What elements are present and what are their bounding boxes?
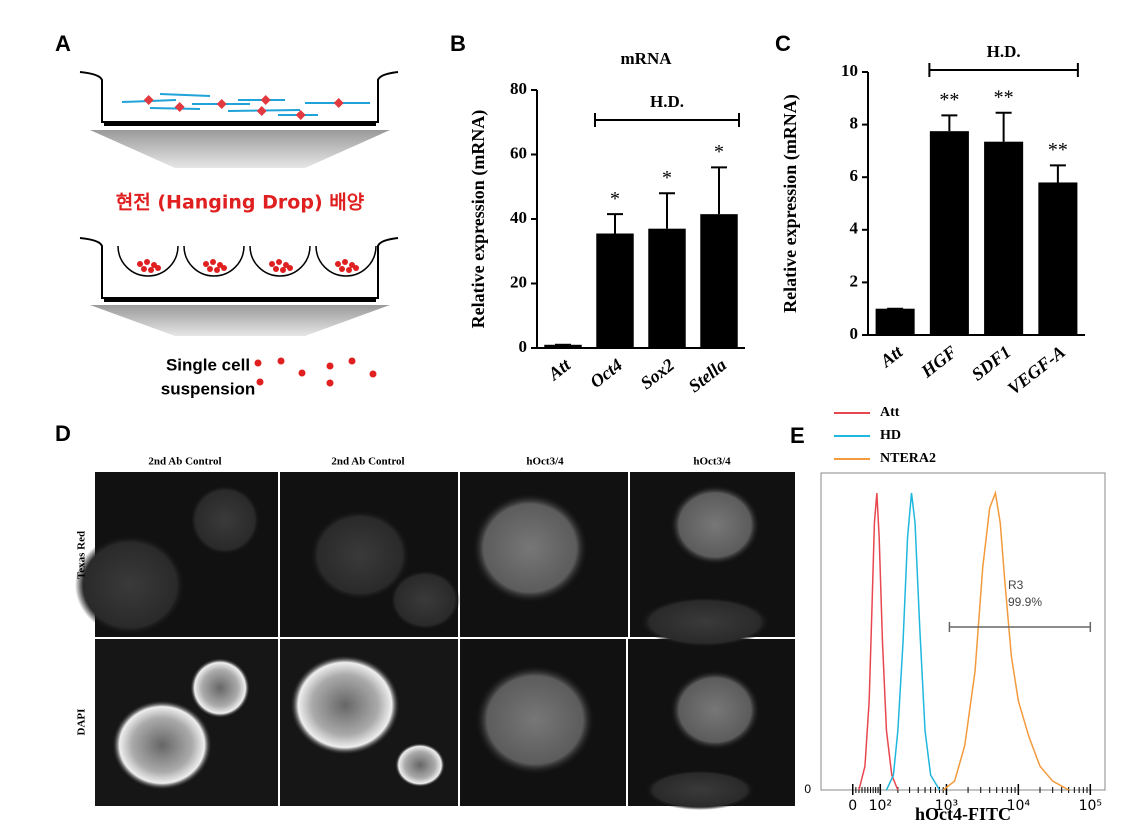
x-axis-label: hOct4-FITC [915, 804, 1011, 824]
panel-label: D [55, 421, 71, 446]
bar [929, 131, 969, 335]
error-bar [659, 192, 675, 229]
panel-label: C [775, 31, 791, 56]
row-label: Texas Red [76, 531, 88, 579]
panel-label: E [790, 423, 805, 448]
error-bar [995, 111, 1012, 142]
y-tick-label: 4 [850, 219, 859, 238]
plot-frame [820, 472, 1106, 791]
y-tick-label: 6 [850, 166, 859, 185]
x-tick-label: 0 [848, 798, 857, 814]
x-tick-label: 10³ [935, 798, 958, 814]
y-tick-label: 40 [510, 208, 527, 227]
legend-label: Att [880, 405, 900, 420]
x-tick-label: Att [876, 341, 907, 372]
bracket [928, 63, 1079, 77]
significance: ** [939, 89, 959, 111]
x-tick-label: Stella [685, 355, 730, 397]
histogram-line [885, 492, 941, 791]
legend-label: NTERA2 [880, 451, 936, 466]
bracket-label: H.D. [987, 42, 1021, 61]
y-tick-label: 2 [850, 271, 859, 290]
panel-label: B [450, 31, 466, 56]
column-title: 2nd Ab Control [331, 456, 404, 468]
error-bar [1049, 164, 1066, 183]
y-tick-label: 10 [841, 61, 858, 80]
significance: ** [994, 86, 1014, 108]
result-label: suspension [161, 379, 255, 398]
bar [1038, 182, 1078, 335]
bar [544, 344, 582, 348]
y-axis-label: Relative expression (mRNA) [468, 110, 489, 329]
culture-label: 현전 (Hanging Drop) 배양 [116, 192, 365, 214]
y-tick-label: 8 [850, 114, 859, 133]
bar [700, 214, 738, 348]
x-tick-label: Att [544, 354, 575, 385]
bar [875, 308, 915, 335]
result-label: Single cell [166, 355, 250, 374]
y-axis-label: Relative expression (mRNA) [780, 94, 801, 313]
significance: * [662, 167, 672, 189]
chart-title: mRNA [621, 49, 673, 68]
y-tick-label: 0 [519, 337, 528, 356]
column-title: hOct3/4 [526, 456, 564, 468]
error-bar [607, 213, 623, 234]
gate [948, 622, 1092, 632]
y-tick-label: 0 [804, 782, 811, 796]
panel-label: A [55, 31, 71, 56]
bracket [594, 113, 740, 127]
y-tick-label: 80 [510, 79, 527, 98]
x-tick-label: 10² [869, 798, 892, 814]
y-tick-label: 20 [510, 272, 527, 291]
histogram-line [942, 490, 1070, 791]
x-tick-label: 10⁵ [1079, 798, 1102, 814]
x-tick-label: 10⁴ [1007, 798, 1031, 814]
x-tick-label: Sox2 [637, 355, 678, 394]
gate-percent: 99.9% [1008, 595, 1042, 609]
bar [648, 228, 686, 348]
micrographs [75, 472, 795, 810]
legend-label: HD [880, 428, 901, 443]
x-tick-label: SDF1 [968, 342, 1015, 385]
x-tick-label: VEGF-A [1004, 342, 1069, 399]
y-tick-label: 0 [850, 324, 859, 343]
y-tick-label: 60 [510, 143, 527, 162]
bar [596, 233, 634, 348]
row-label: DAPI [76, 709, 88, 736]
error-bar [941, 114, 958, 132]
x-tick-label: Oct4 [586, 355, 626, 392]
x-tick-label: HGF [917, 342, 961, 382]
gate-label: R3 [1008, 578, 1024, 592]
hanging-drop-diagram [79, 71, 399, 387]
error-bar [711, 166, 727, 215]
significance: * [610, 188, 620, 210]
significance: * [714, 141, 724, 163]
histogram-line [858, 492, 899, 791]
column-title: 2nd Ab Control [148, 456, 221, 468]
significance: ** [1048, 139, 1068, 161]
bar [984, 141, 1024, 335]
bracket-label: H.D. [650, 92, 684, 111]
column-title: hOct3/4 [693, 456, 731, 468]
